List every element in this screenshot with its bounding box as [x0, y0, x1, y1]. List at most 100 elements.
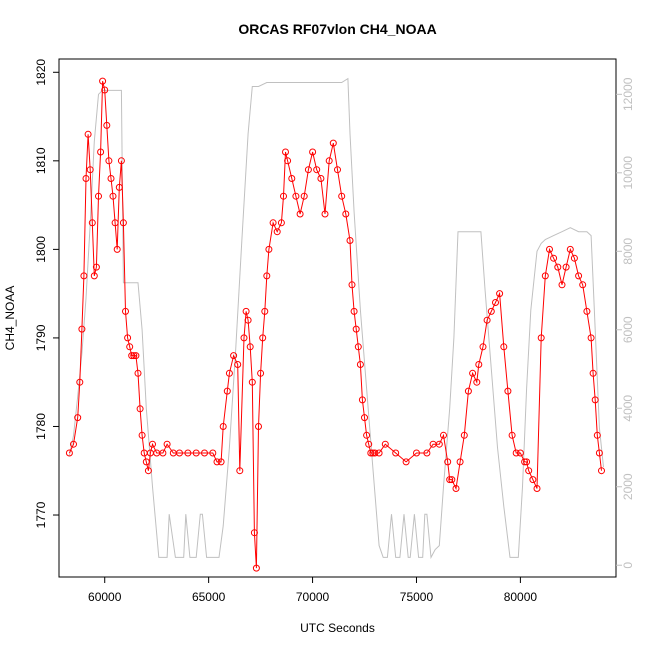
- ch4-point: [504, 387, 512, 395]
- ch4-point: [575, 272, 583, 280]
- ch4-point: [492, 299, 499, 306]
- ch4-point: [352, 325, 360, 333]
- ch4-point: [240, 334, 248, 342]
- y-tick-label: 1800: [34, 236, 48, 263]
- x-axis-label: UTC Seconds: [300, 621, 375, 635]
- ch4-point: [469, 369, 477, 377]
- y2-tick-label: 8000: [621, 238, 635, 265]
- y-axis-left: 1770 1780 1790 1800 1810 1820: [34, 59, 59, 528]
- ch4-point: [358, 396, 366, 404]
- ch4-point: [448, 476, 456, 484]
- ch4-point: [236, 467, 244, 475]
- ch4-point: [350, 307, 358, 315]
- x-tick-label: 80000: [504, 590, 538, 604]
- ch4-point: [435, 440, 443, 448]
- ch4-point: [452, 485, 460, 492]
- ch4-point: [219, 423, 227, 430]
- ch4-point: [138, 431, 146, 439]
- ch4-point: [487, 307, 495, 315]
- ch4-point: [244, 316, 252, 324]
- ch4-point: [142, 458, 150, 466]
- ch4-point: [483, 316, 491, 324]
- ch4-point: [159, 449, 167, 457]
- ch4-point: [460, 431, 468, 439]
- ch4-point: [546, 245, 553, 253]
- ch4-point: [300, 192, 308, 200]
- ch4-point: [516, 449, 524, 457]
- ch4-point: [82, 175, 90, 182]
- ch4-point: [223, 387, 231, 395]
- ch4-point: [234, 361, 242, 368]
- ch4-point: [115, 183, 123, 191]
- ch4-point: [88, 219, 96, 227]
- ch4-point: [65, 449, 73, 457]
- y2-tick-label: 4000: [621, 395, 635, 422]
- y2-tick-label: 0: [621, 562, 635, 569]
- ch4-point: [402, 458, 410, 466]
- ch4-point: [86, 166, 94, 174]
- ch4-point: [76, 378, 84, 386]
- ch4-point: [128, 352, 136, 360]
- y-axis-right: 0 2000 4000 6000 8000 10000 12000: [616, 77, 635, 569]
- ch4-point: [225, 369, 233, 377]
- ch4-point: [363, 431, 371, 439]
- ch4-point: [338, 192, 346, 200]
- y-tick-label: 1770: [34, 501, 48, 528]
- ch4-point: [317, 175, 325, 182]
- ch4-point: [113, 245, 121, 253]
- ch4-point: [136, 405, 144, 413]
- ch4-point: [562, 263, 570, 271]
- ch4-point: [479, 343, 487, 351]
- ch4-point: [144, 467, 152, 475]
- ch4-point: [521, 458, 529, 466]
- x-tick-label: 75000: [400, 590, 434, 604]
- ch4-point: [475, 361, 483, 368]
- ch4-point: [90, 272, 98, 280]
- altitude-line: [68, 77, 604, 560]
- ch4-point: [464, 387, 472, 395]
- ch4-point: [296, 210, 304, 218]
- ch4-point: [446, 476, 454, 484]
- ch4-point: [213, 458, 221, 466]
- ch4-point: [192, 449, 200, 457]
- ch4-point: [440, 431, 447, 439]
- ch4-point: [550, 254, 558, 262]
- ch4-point: [346, 237, 354, 244]
- ch4-point: [80, 272, 88, 280]
- ch4-point: [257, 369, 265, 377]
- ch4-point: [119, 219, 127, 227]
- y2-tick-label: 2000: [621, 473, 635, 500]
- ch4-point: [348, 281, 356, 289]
- ch4-point: [176, 449, 183, 457]
- x-tick-label: 65000: [192, 590, 226, 604]
- ch4-point: [496, 290, 504, 298]
- ch4-point: [209, 449, 217, 457]
- ch4-point: [201, 449, 208, 457]
- ch4-point: [292, 192, 300, 200]
- ch4-point: [122, 307, 129, 315]
- y-tick-label: 1780: [34, 413, 48, 440]
- ch4-point: [523, 458, 531, 466]
- ch4-point: [593, 431, 601, 439]
- ch4-point: [598, 467, 605, 475]
- ch4-point: [277, 219, 285, 227]
- ch4-point: [570, 254, 578, 262]
- ch4-point: [321, 210, 329, 218]
- ch4-point: [325, 157, 333, 165]
- ch4-point: [342, 210, 350, 218]
- ch4-point: [97, 148, 105, 156]
- ch4-point: [529, 476, 537, 484]
- ch4-point: [149, 440, 156, 448]
- ch4-point: [124, 334, 132, 342]
- y-tick-label: 1790: [34, 324, 48, 351]
- ch4-point: [587, 334, 595, 342]
- ch4-point: [589, 369, 597, 377]
- ch4-point: [288, 175, 296, 182]
- y2-tick-label: 10000: [621, 156, 635, 190]
- ch4-point: [583, 307, 591, 315]
- ch4-point: [103, 121, 111, 129]
- ch4-point: [284, 157, 292, 165]
- x-tick-label: 60000: [88, 590, 122, 604]
- ch4-point: [354, 343, 362, 351]
